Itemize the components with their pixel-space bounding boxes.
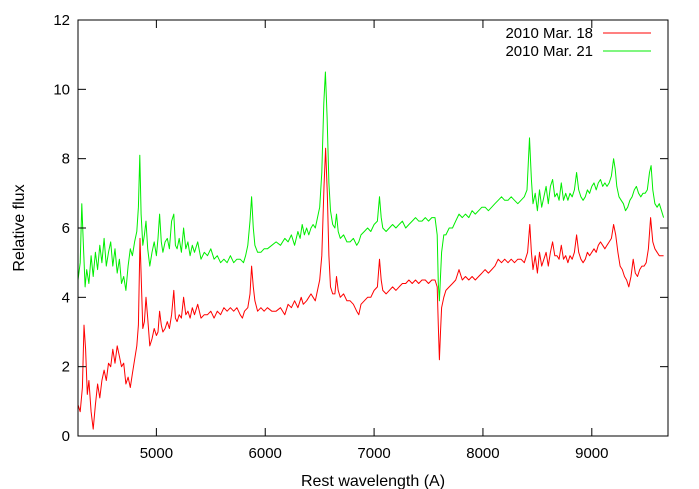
x-tick-label: 9000 bbox=[575, 445, 608, 462]
series-line-1 bbox=[77, 71, 665, 302]
legend-label-mar21: 2010 Mar. 21 bbox=[505, 43, 593, 60]
y-tick-label: 2 bbox=[62, 359, 70, 376]
x-tick-label: 5000 bbox=[140, 445, 173, 462]
series-line-0 bbox=[77, 147, 664, 430]
legend-label-mar18: 2010 Mar. 18 bbox=[505, 25, 593, 42]
series-layer bbox=[77, 71, 665, 430]
y-tick-label: 12 bbox=[53, 12, 70, 29]
x-tick-label: 8000 bbox=[466, 445, 499, 462]
y-tick-label: 8 bbox=[62, 151, 70, 168]
tick-layer: 5000 6000 7000 8000 9000 0 2 4 6 8 10 12 bbox=[53, 12, 668, 462]
y-tick-label: 6 bbox=[62, 220, 70, 237]
x-tick-label: 6000 bbox=[249, 445, 282, 462]
legend: 2010 Mar. 18 2010 Mar. 21 bbox=[505, 25, 651, 60]
y-axis-label: Relative flux bbox=[11, 184, 28, 271]
y-tick-label: 0 bbox=[62, 428, 70, 445]
y-tick-label: 4 bbox=[62, 289, 70, 306]
x-tick-label: 7000 bbox=[357, 445, 390, 462]
y-tick-label: 10 bbox=[53, 81, 70, 98]
x-axis-label: Rest wavelength (A) bbox=[301, 473, 445, 489]
